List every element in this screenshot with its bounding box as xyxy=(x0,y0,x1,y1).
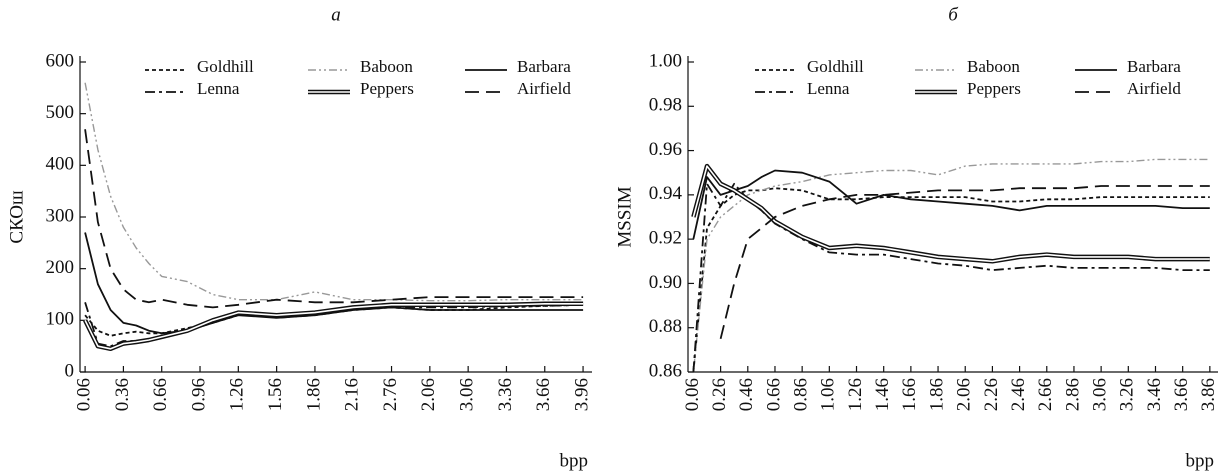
series-line xyxy=(84,232,584,335)
y-tick-label: 1.00 xyxy=(649,50,682,71)
series-line xyxy=(692,187,1210,373)
x-tick-label: 2.26 xyxy=(981,378,1002,411)
x-tick-label: 3.26 xyxy=(1117,378,1138,411)
x-axis-label: bpp xyxy=(560,450,589,471)
y-tick-label: 0.96 xyxy=(649,139,682,160)
series-line xyxy=(84,129,584,309)
legend-label: Airfield xyxy=(517,79,571,98)
y-tick-label: 300 xyxy=(46,205,75,226)
x-tick-label: 1.86 xyxy=(926,378,947,411)
legend-label: Peppers xyxy=(967,79,1021,98)
legend-label: Barbara xyxy=(517,57,571,76)
legend-label: Barbara xyxy=(1127,57,1181,76)
legend-label: Lenna xyxy=(197,79,240,98)
y-tick-label: 0.94 xyxy=(649,183,683,204)
legend-label: Goldhill xyxy=(807,57,864,76)
legend-label: Peppers xyxy=(360,79,414,98)
legend-label: Baboon xyxy=(360,57,413,76)
legend-label: Baboon xyxy=(967,57,1020,76)
series-line xyxy=(84,82,584,302)
x-tick-label: 2.46 xyxy=(1008,378,1029,411)
series-line xyxy=(84,303,584,350)
series-line xyxy=(692,182,1210,373)
y-tick-label: 0.88 xyxy=(649,316,682,337)
panel-title: б xyxy=(948,4,959,25)
x-tick-label: 1.26 xyxy=(227,378,248,411)
x-tick-label: 1.26 xyxy=(845,378,866,411)
y-tick-label: 200 xyxy=(46,257,75,278)
x-tick-label: 3.06 xyxy=(457,378,478,411)
x-tick-label: 3.96 xyxy=(571,378,592,411)
y-tick-label: 0.92 xyxy=(649,228,682,249)
plot-area xyxy=(83,82,584,352)
y-axis-label: СКОш xyxy=(6,190,27,244)
y-tick-label: 500 xyxy=(46,102,75,123)
legend-label: Airfield xyxy=(1127,79,1181,98)
plot-area xyxy=(691,158,1210,373)
x-tick-label: 2.06 xyxy=(418,378,439,411)
x-tick-label: 3.36 xyxy=(495,378,516,411)
y-tick-label: 0 xyxy=(65,360,75,381)
y-tick-label: 600 xyxy=(46,50,75,71)
x-tick-label: 1.46 xyxy=(872,378,893,411)
x-tick-label: 2.86 xyxy=(1062,378,1083,411)
x-tick-label: 0.06 xyxy=(73,378,94,411)
panel-title: а xyxy=(331,4,341,25)
x-tick-label: 1.86 xyxy=(303,378,324,411)
x-tick-label: 0.26 xyxy=(709,378,730,411)
y-tick-label: 400 xyxy=(46,154,75,175)
y-axis-label: MSSIM xyxy=(614,186,635,247)
y-tick-label: 0.86 xyxy=(649,360,682,381)
x-tick-label: 0.66 xyxy=(150,378,171,411)
x-tick-label: 0.36 xyxy=(112,378,133,411)
series-line xyxy=(692,169,1210,240)
x-tick-label: 0.86 xyxy=(791,378,812,411)
x-tick-label: 0.96 xyxy=(188,378,209,411)
x-tick-label: 0.06 xyxy=(682,378,703,411)
x-tick-label: 2.06 xyxy=(954,378,975,411)
x-tick-label: 2.16 xyxy=(342,378,363,411)
x-tick-label: 3.06 xyxy=(1089,378,1110,411)
x-tick-label: 0.66 xyxy=(763,378,784,411)
x-tick-label: 3.46 xyxy=(1144,378,1165,411)
x-axis-label: bpp xyxy=(1186,450,1215,471)
series-line xyxy=(692,158,1210,373)
series-line xyxy=(719,185,1210,340)
y-tick-label: 0.98 xyxy=(649,95,682,116)
x-tick-label: 2.66 xyxy=(1035,378,1056,411)
x-tick-label: 2.76 xyxy=(380,378,401,411)
y-tick-label: 0.90 xyxy=(649,272,682,293)
y-tick-label: 100 xyxy=(46,309,75,330)
series-line xyxy=(691,163,1210,264)
legend-label: Goldhill xyxy=(197,57,254,76)
series-line xyxy=(692,165,1210,263)
x-tick-label: 1.66 xyxy=(899,378,920,411)
x-tick-label: 3.66 xyxy=(1171,378,1192,411)
x-tick-label: 3.66 xyxy=(533,378,554,411)
x-tick-label: 0.46 xyxy=(736,378,757,411)
x-tick-label: 1.56 xyxy=(265,378,286,411)
legend-label: Lenna xyxy=(807,79,850,98)
x-tick-label: 1.06 xyxy=(818,378,839,411)
x-tick-label: 3.86 xyxy=(1198,378,1219,411)
